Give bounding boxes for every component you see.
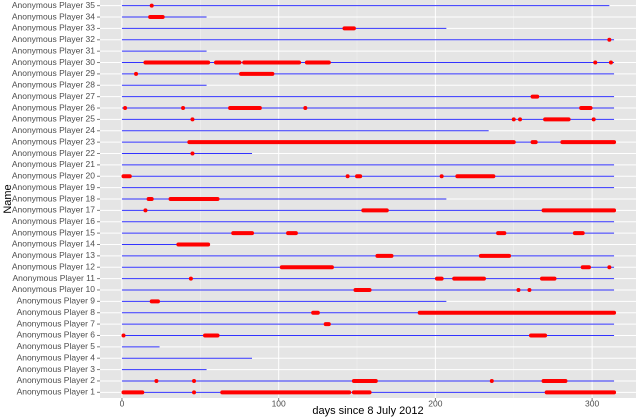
y-tick-label: Anonymous Player 25: [12, 114, 95, 124]
x-tick-label: 100: [272, 398, 286, 408]
y-tick-label: Anonymous Player 27: [12, 91, 95, 101]
labels: 0 100 200 300 Anonymous Player 1 Anonymous Pl…: [12, 0, 600, 408]
y-tick-label: Anonymous Player 31: [12, 45, 95, 55]
y-tick-label: Anonymous Player 33: [12, 23, 95, 33]
y-axis-title: Name: [2, 184, 14, 213]
y-tick-label: Anonymous Player 28: [12, 80, 95, 90]
y-tick-label: Anonymous Player 29: [12, 68, 95, 78]
x-tick-label: 200: [428, 398, 442, 408]
y-tick-label: Anonymous Player 4: [17, 352, 96, 362]
y-tick-label: Anonymous Player 8: [17, 307, 96, 317]
y-tick-label: Anonymous Player 19: [12, 182, 95, 192]
y-tick-label: Anonymous Player 13: [12, 250, 95, 260]
y-tick-label: Anonymous Player 20: [12, 171, 95, 181]
y-tick-label: Anonymous Player 12: [12, 261, 95, 271]
y-tick-label: Anonymous Player 24: [12, 125, 95, 135]
y-tick-label: Anonymous Player 35: [12, 0, 95, 10]
y-tick-label: Anonymous Player 14: [12, 239, 95, 249]
y-tick-label: Anonymous Player 16: [12, 216, 95, 226]
y-tick-label: Anonymous Player 15: [12, 227, 95, 237]
x-tick-label: 0: [120, 398, 125, 408]
y-tick-label: Anonymous Player 1: [17, 387, 96, 397]
y-tick-label: Anonymous Player 10: [12, 284, 95, 294]
y-tick-label: Anonymous Player 6: [17, 330, 96, 340]
y-tick-label: Anonymous Player 34: [12, 11, 95, 21]
y-tick-label: Anonymous Player 7: [17, 318, 96, 328]
y-tick-label: Anonymous Player 5: [17, 341, 96, 351]
y-tick-label: Anonymous Player 11: [12, 273, 95, 283]
x-tick-label: 300: [585, 398, 599, 408]
x-axis-title: days since 8 July 2012: [312, 405, 423, 417]
y-tick-label: Anonymous Player 9: [17, 296, 96, 306]
y-tick-label: Anonymous Player 21: [12, 159, 95, 169]
y-tick-label: Anonymous Player 30: [12, 57, 95, 67]
y-tick-label: Anonymous Player 32: [12, 34, 95, 44]
y-tick-label: Anonymous Player 26: [12, 102, 95, 112]
marks: [121, 3, 617, 395]
y-tick-label: Anonymous Player 3: [17, 364, 96, 374]
y-tick-label: Anonymous Player 2: [17, 375, 96, 385]
y-tick-label: Anonymous Player 18: [12, 193, 95, 203]
y-tick-label: Anonymous Player 17: [12, 205, 95, 215]
y-tick-label: Anonymous Player 22: [12, 148, 95, 158]
y-tick-label: Anonymous Player 23: [12, 136, 95, 146]
